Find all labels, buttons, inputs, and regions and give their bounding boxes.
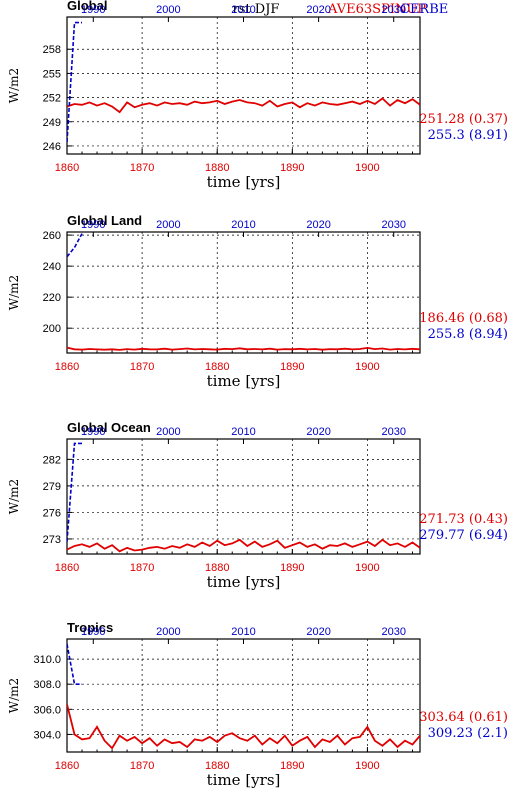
y-tick-label: 249 — [43, 117, 61, 129]
x-axis-label: time [yrs] — [207, 573, 281, 591]
y-tick-label: 252 — [43, 93, 61, 105]
y-tick-label: 258 — [43, 44, 61, 56]
chart-panel-2: Global Ocean 1860 1870 1880 1890 1900 1990 2000… — [7, 420, 508, 591]
x-top-tick-label: 2020 — [306, 219, 330, 231]
x-top-tick-label: 2000 — [156, 4, 180, 16]
x-tick-label: 1900 — [355, 760, 379, 772]
x-tick-label: 1900 — [355, 562, 379, 574]
y-tick-label: 304.0 — [33, 729, 61, 741]
x-tick-label: 1890 — [280, 162, 304, 174]
x-top-tick-label: 1990 — [81, 4, 105, 16]
run-series-line — [67, 346, 420, 351]
x-tick-label: 1860 — [55, 162, 79, 174]
run-series-line — [67, 704, 420, 750]
chart-panels: Global 1860 1870 1880 1890 1900 1990 2000 2010 20… — [7, 0, 508, 789]
chart-panel-3: Tropics 1860 1870 1880 1890 1900 1990 2000 2010 2… — [7, 620, 508, 789]
x-top-tick-label: 2020 — [306, 4, 330, 16]
x-top-tick-label: 2010 — [231, 4, 255, 16]
y-axis-label: W/m2 — [7, 275, 21, 310]
panel-title: Tropics — [67, 620, 113, 635]
x-top-tick-label: 2000 — [156, 426, 180, 438]
y-tick-label: 246 — [43, 141, 61, 153]
chart-panel-1: Global Land 1860 1870 1880 1890 1900 1990 2000 2… — [7, 213, 508, 390]
obs-series-line — [67, 233, 83, 258]
x-axis-label: time [yrs] — [207, 372, 281, 390]
x-top-tick-label: 2000 — [156, 219, 180, 231]
obs-series-line — [67, 442, 82, 542]
x-top-tick-label: 1990 — [81, 219, 105, 231]
x-tick-label: 1880 — [205, 562, 229, 574]
y-tick-label: 308.0 — [33, 679, 61, 691]
x-tick-label: 1870 — [130, 361, 154, 373]
y-axis-label: W/m2 — [7, 479, 21, 514]
y-tick-label: 255 — [43, 68, 61, 80]
y-tick-label: 220 — [43, 292, 61, 304]
stat-obs: 309.23 (2.1) — [428, 726, 508, 741]
stat-run: 251.28 (0.37) — [419, 112, 508, 127]
header-run-label: AVE63SPINUP — [327, 2, 426, 17]
x-tick-label: 1860 — [55, 361, 79, 373]
x-tick-label: 1890 — [280, 361, 304, 373]
x-tick-label: 1900 — [355, 162, 379, 174]
panel-title: Global Ocean — [67, 420, 151, 435]
y-tick-label: 200 — [43, 323, 61, 335]
plot-frame — [66, 16, 421, 155]
x-tick-label: 1880 — [205, 361, 229, 373]
x-tick-label: 1870 — [130, 562, 154, 574]
x-axis-label: time [yrs] — [207, 771, 281, 789]
x-axis-label: time [yrs] — [207, 173, 281, 191]
run-series-line — [67, 538, 420, 553]
x-tick-label: 1870 — [130, 760, 154, 772]
header-center-label: rst DJF — [233, 2, 280, 17]
y-tick-label: 260 — [43, 230, 61, 242]
obs-series-line — [67, 21, 82, 142]
chart-panel-0: Global 1860 1870 1880 1890 1900 1990 2000 2010 20… — [7, 0, 508, 191]
stat-obs: 255.8 (8.94) — [428, 327, 508, 342]
x-tick-label: 1890 — [280, 760, 304, 772]
run-series-line — [67, 97, 420, 114]
x-top-tick-label: 2010 — [231, 626, 255, 638]
x-top-tick-label: 2030 — [381, 219, 405, 231]
x-tick-label: 1870 — [130, 162, 154, 174]
x-top-tick-label: 2030 — [381, 426, 405, 438]
stat-run: 186.46 (0.68) — [419, 311, 508, 326]
y-tick-label: 276 — [43, 507, 61, 519]
x-tick-label: 1880 — [205, 162, 229, 174]
y-tick-label: 310.0 — [33, 654, 61, 666]
x-top-tick-label: 1990 — [81, 426, 105, 438]
obs-series-line — [67, 643, 82, 686]
x-tick-label: 1900 — [355, 361, 379, 373]
y-axis-label: W/m2 — [7, 68, 21, 103]
stat-run: 271.73 (0.43) — [419, 512, 508, 527]
x-top-tick-label: 1990 — [81, 626, 105, 638]
y-tick-label: 240 — [43, 261, 61, 273]
y-tick-label: 282 — [43, 454, 61, 466]
stat-obs: 279.77 (6.94) — [419, 528, 508, 543]
plot-frame — [66, 231, 421, 354]
x-tick-label: 1890 — [280, 562, 304, 574]
x-top-tick-label: 2000 — [156, 626, 180, 638]
panel-title: Global — [67, 0, 107, 13]
y-tick-label: 306.0 — [33, 704, 61, 716]
y-axis-label: W/m2 — [7, 678, 21, 713]
panel-title: Global Land — [67, 213, 142, 228]
x-top-tick-label: 2030 — [381, 4, 405, 16]
x-top-tick-label: 2010 — [231, 219, 255, 231]
x-top-tick-label: 2020 — [306, 626, 330, 638]
stat-run: 303.64 (0.61) — [419, 710, 508, 725]
x-top-tick-label: 2010 — [231, 426, 255, 438]
x-top-tick-label: 2030 — [381, 626, 405, 638]
header-obs-label: CERBE — [400, 2, 448, 17]
x-tick-label: 1880 — [205, 760, 229, 772]
x-top-tick-label: 2020 — [306, 426, 330, 438]
y-tick-label: 273 — [43, 534, 61, 546]
y-tick-label: 279 — [43, 481, 61, 493]
plot-frame — [66, 438, 421, 555]
stat-obs: 255.3 (8.91) — [428, 128, 508, 143]
x-tick-label: 1860 — [55, 562, 79, 574]
x-tick-label: 1860 — [55, 760, 79, 772]
